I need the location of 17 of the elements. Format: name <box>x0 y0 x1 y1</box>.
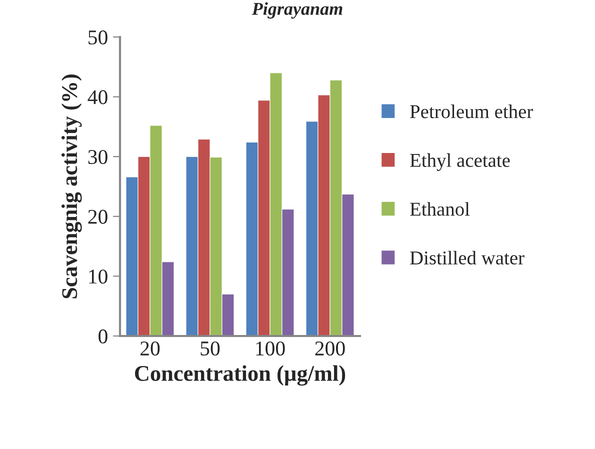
legend-label: Ethyl acetate <box>410 153 510 171</box>
y-tick-label: 50 <box>88 30 108 44</box>
x-axis-title: Concentration (µg/ml) <box>135 365 346 386</box>
legend-label: Ethanol <box>410 202 470 216</box>
y-tick-label: 20 <box>88 210 108 224</box>
chart-title: Pigrayanam <box>252 2 342 19</box>
y-tick-label: 40 <box>88 90 108 104</box>
y-tick-label: 0 <box>98 329 108 344</box>
x-tick-label: 50 <box>200 341 220 356</box>
legend-label: Petroleum ether <box>410 104 533 118</box>
x-tick-label: 100 <box>256 341 285 356</box>
legend-label: Distilled water <box>410 250 524 265</box>
y-tick-label: 30 <box>88 150 108 164</box>
y-tick-label: 10 <box>89 270 108 284</box>
x-tick-label: 200 <box>315 341 345 356</box>
x-tick-label: 20 <box>140 341 160 356</box>
y-axis-title: Scavengnig activity (%) <box>61 74 82 298</box>
